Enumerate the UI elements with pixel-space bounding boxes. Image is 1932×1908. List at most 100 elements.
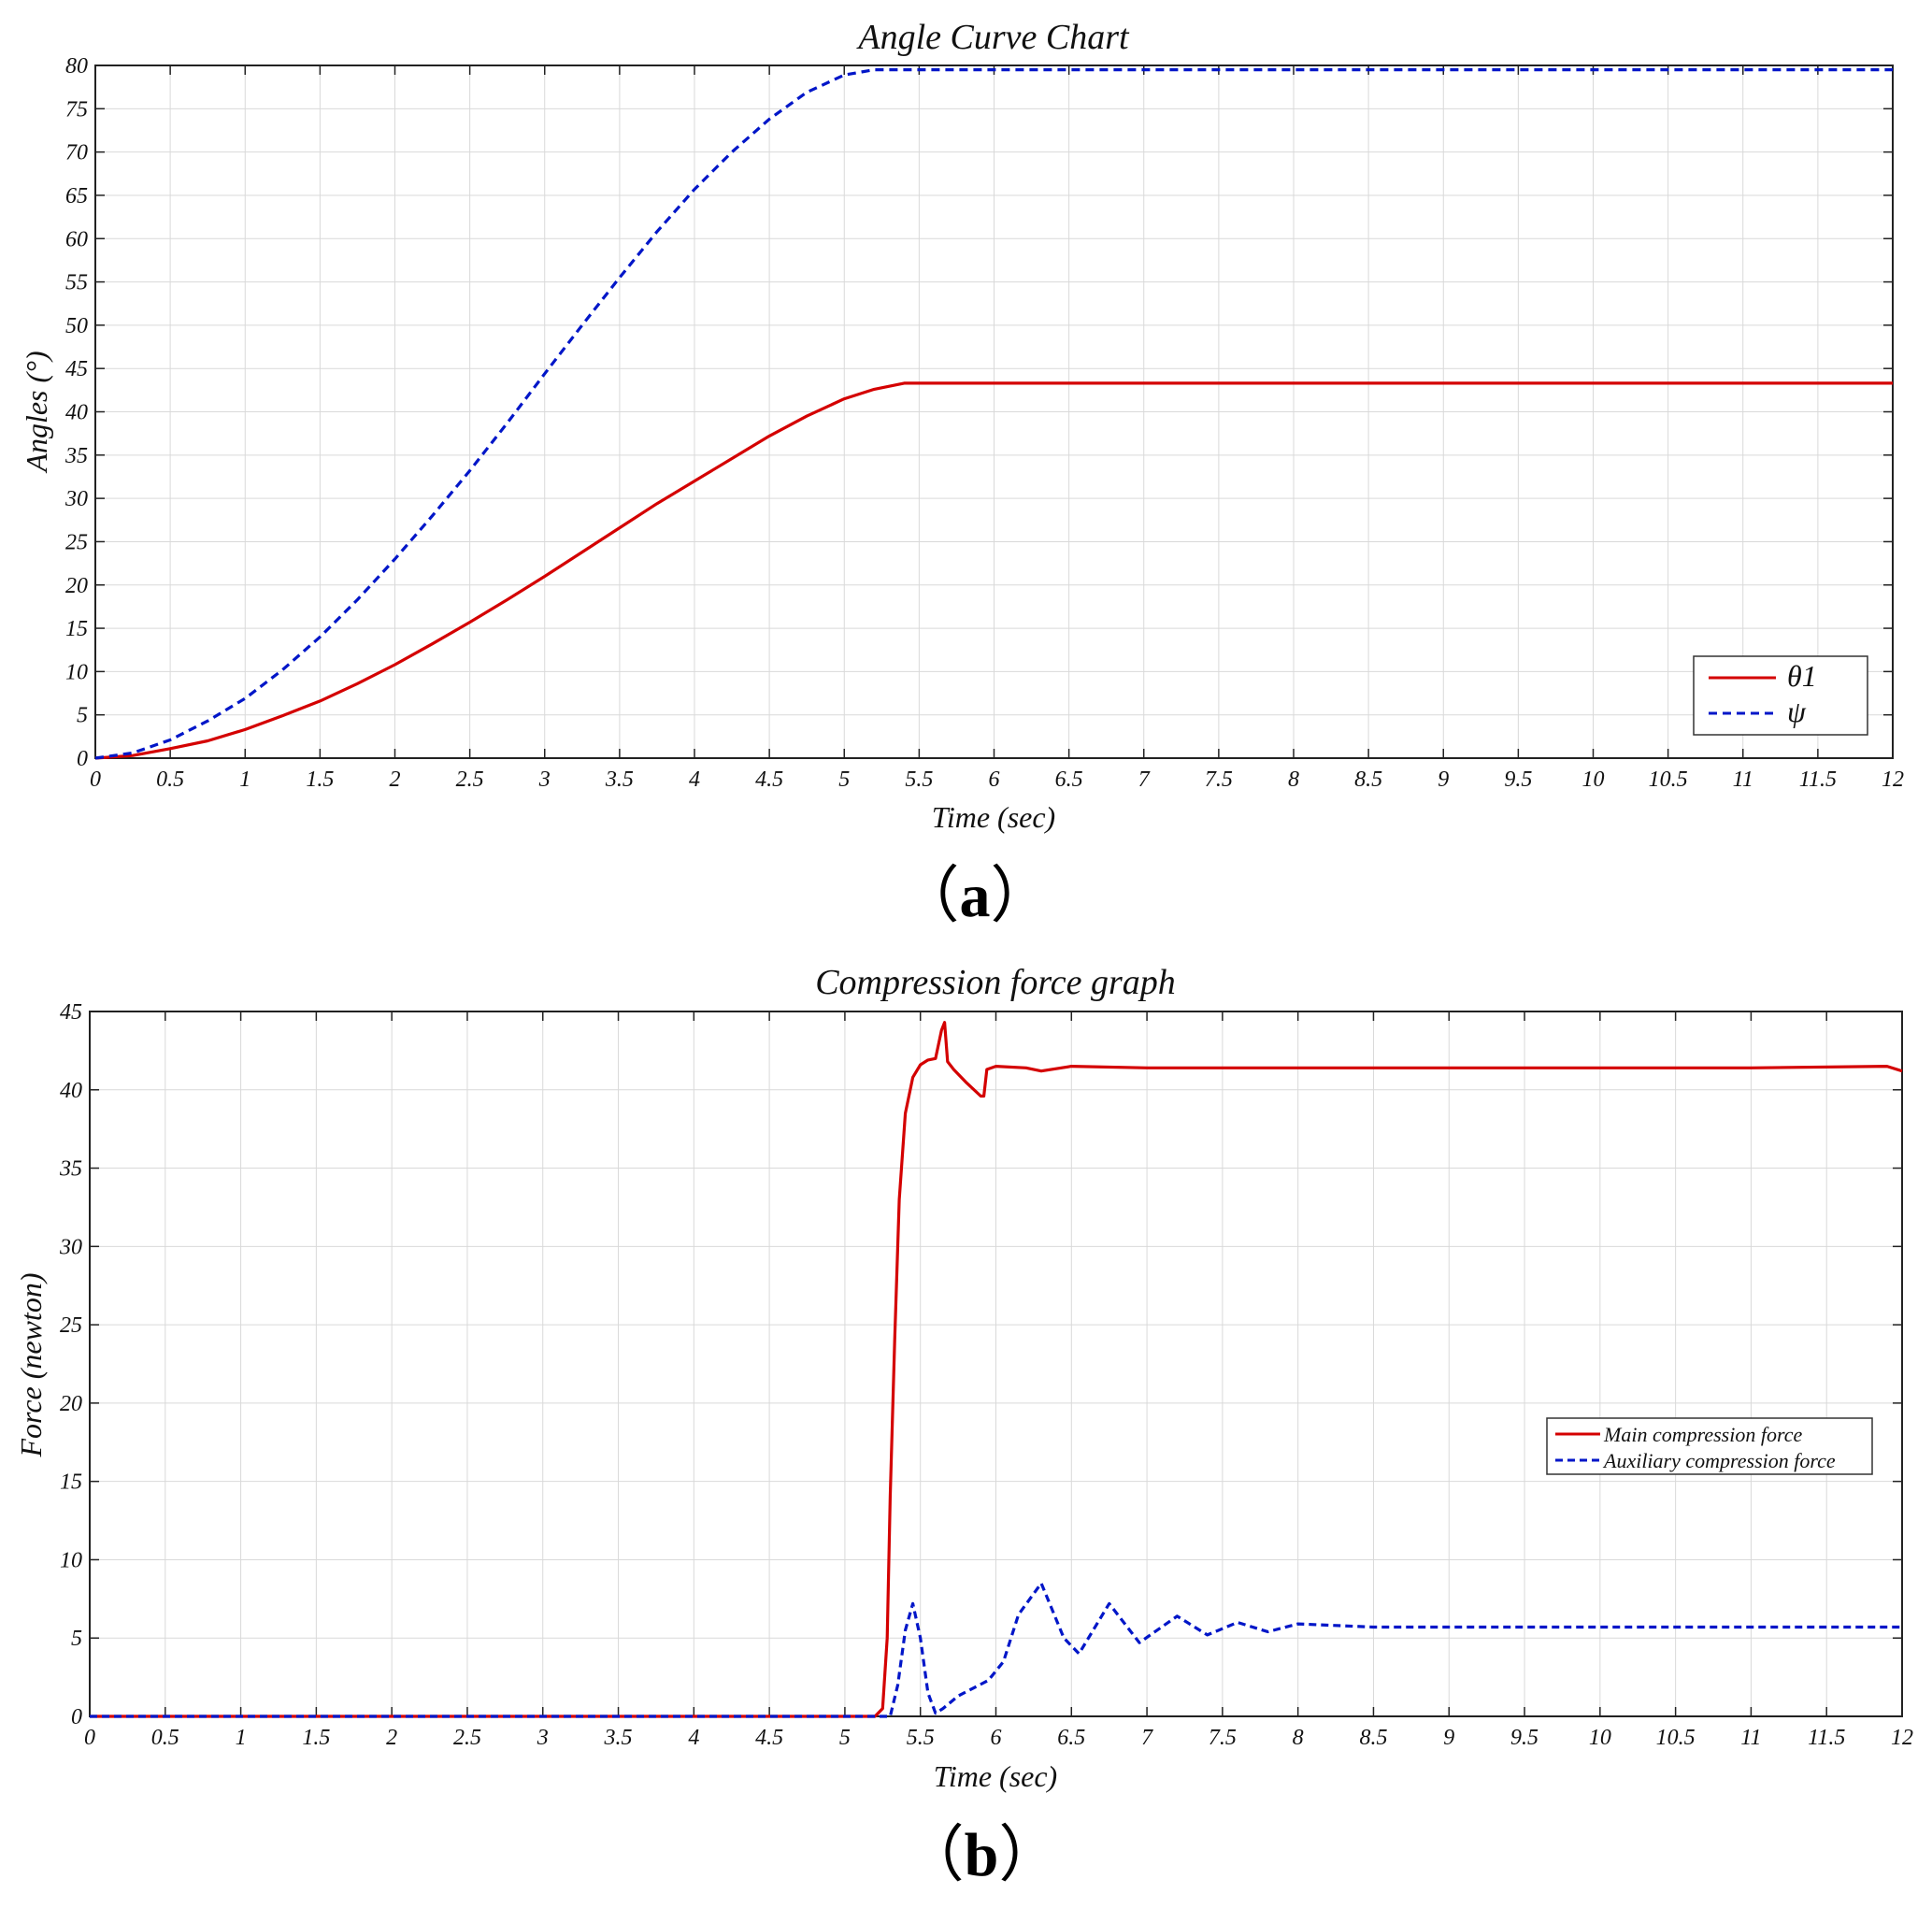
b-xtick-label: 7 xyxy=(1141,1726,1153,1750)
b-ytick-label: 0 xyxy=(71,1705,82,1729)
a-ytick-label: 0 xyxy=(77,747,88,771)
chart-a-panel-label: （a） xyxy=(898,862,1052,930)
chart-a-legend-label-psi: ψ xyxy=(1787,695,1807,728)
chart-b-panel-label-close: ） xyxy=(998,1821,1060,1889)
b-ytick-label: 20 xyxy=(60,1392,82,1416)
b-xtick-label: 1 xyxy=(236,1726,247,1750)
b-xtick-label: 0 xyxy=(84,1726,95,1750)
b-xtick-label: 8.5 xyxy=(1359,1726,1387,1750)
a-ytick-label: 65 xyxy=(65,184,88,208)
b-xtick-label: 8 xyxy=(1293,1726,1304,1750)
a-ytick-label: 10 xyxy=(65,660,88,684)
a-xtick-label: 1 xyxy=(239,768,250,792)
chart-b-panel-label-letter: b xyxy=(965,1821,999,1889)
b-ytick-label: 40 xyxy=(60,1079,82,1103)
b-xtick-label: 0.5 xyxy=(151,1726,179,1750)
chart-a-series xyxy=(94,67,1893,760)
chart-a-ticks: 0 0.5 1 1.5 2 2.5 3 3.5 4 4.5 5 5.5 6 6.5 7 7.5 8 8.5 9 9.5… xyxy=(64,54,1904,792)
b-xtick-label: 6 xyxy=(991,1726,1002,1750)
a-xtick-label: 10.5 xyxy=(1649,768,1688,792)
a-ytick-label: 15 xyxy=(65,617,88,641)
a-ytick-label: 50 xyxy=(65,314,88,338)
b-xtick-label: 10.5 xyxy=(1656,1726,1696,1750)
chart-b-ticks: 0 0.5 1 1.5 2 2.5 3 3.5 4 4.5 5 5.5 6 6.5 7 7.5 8 8.5 9 9.5… xyxy=(59,1000,1913,1750)
chart-b-grid xyxy=(90,1011,1902,1716)
b-xtick-label: 12 xyxy=(1891,1726,1913,1750)
b-series-line-0 xyxy=(90,1021,1903,1718)
a-xtick-label: 7.5 xyxy=(1205,768,1233,792)
b-ytick-label: 5 xyxy=(71,1627,82,1651)
a-series-line-1 xyxy=(94,67,1893,760)
b-ytick-label: 30 xyxy=(59,1235,82,1259)
b-xtick-label: 4.5 xyxy=(755,1726,783,1750)
a-ytick-label: 40 xyxy=(65,401,88,425)
a-xtick-label: 7 xyxy=(1138,768,1151,792)
a-xtick-label: 11 xyxy=(1733,768,1753,792)
b-xtick-label: 1.5 xyxy=(302,1726,330,1750)
chart-a-grid xyxy=(95,65,1893,758)
chart-b: 0 0.5 1 1.5 2 2.5 3 3.5 4 4.5 5 5.5 6 6.5 7 7.5 8 8.5 9 9.5… xyxy=(14,963,1913,1889)
chart-a-xlabel: Time (sec) xyxy=(932,800,1055,834)
a-xtick-label: 12 xyxy=(1882,768,1904,792)
chart-b-legend: Main compression force Auxiliary compres… xyxy=(1546,1417,1873,1475)
chart-a-legend-label-theta1: θ1 xyxy=(1787,659,1817,693)
chart-a-ylabel: Angles (°) xyxy=(20,351,53,473)
chart-a-panel-label-letter: a xyxy=(960,862,991,930)
chart-b-panel-label: （b） xyxy=(903,1821,1061,1889)
a-xtick-label: 6 xyxy=(989,768,1000,792)
b-xtick-label: 3 xyxy=(537,1726,549,1750)
chart-b-series xyxy=(90,1021,1903,1718)
a-ytick-label: 30 xyxy=(64,487,88,511)
a-xtick-label: 9.5 xyxy=(1504,768,1532,792)
a-xtick-label: 10 xyxy=(1582,768,1605,792)
chart-a-panel-label-close: ） xyxy=(991,862,1052,930)
chart-b-legend-label-auxiliary: Auxiliary compression force xyxy=(1602,1449,1836,1472)
a-ytick-label: 5 xyxy=(77,704,88,728)
chart-a: 0 0.5 1 1.5 2 2.5 3 3.5 4 4.5 5 5.5 6 6.5 7 7.5 8 8.5 9 9.5… xyxy=(20,18,1904,930)
chart-a-legend: θ1 ψ xyxy=(1693,655,1868,736)
a-xtick-label: 2 xyxy=(390,768,401,792)
b-series-line-1 xyxy=(90,1581,1902,1718)
chart-b-legend-label-main: Main compression force xyxy=(1603,1423,1802,1446)
b-xtick-label: 6.5 xyxy=(1057,1726,1085,1750)
b-xtick-label: 9 xyxy=(1443,1726,1454,1750)
b-xtick-label: 4 xyxy=(688,1726,699,1750)
b-xtick-label: 2 xyxy=(386,1726,397,1750)
a-xtick-label: 3.5 xyxy=(605,768,634,792)
b-xtick-label: 10 xyxy=(1589,1726,1611,1750)
a-xtick-label: 4.5 xyxy=(755,768,783,792)
a-ytick-label: 55 xyxy=(65,271,88,295)
chart-b-legend-box xyxy=(1546,1417,1873,1475)
a-xtick-label: 2.5 xyxy=(456,768,484,792)
a-xtick-label: 5 xyxy=(838,768,850,792)
a-xtick-label: 8.5 xyxy=(1354,768,1382,792)
a-ytick-label: 60 xyxy=(65,227,88,251)
b-ytick-label: 45 xyxy=(60,1000,82,1025)
b-xtick-label: 7.5 xyxy=(1209,1726,1237,1750)
chart-b-xlabel: Time (sec) xyxy=(934,1759,1057,1793)
chart-b-panel-label-open: （ xyxy=(903,1821,965,1889)
a-series-line-0 xyxy=(94,381,1893,760)
a-xtick-label: 0.5 xyxy=(156,768,184,792)
a-ytick-label: 45 xyxy=(65,357,88,381)
a-ytick-label: 80 xyxy=(65,54,88,79)
a-xtick-label: 6.5 xyxy=(1055,768,1083,792)
chart-b-title: Compression force graph xyxy=(815,963,1176,1002)
b-xtick-label: 2.5 xyxy=(453,1726,481,1750)
a-ytick-label: 70 xyxy=(65,141,88,165)
b-xtick-label: 3.5 xyxy=(604,1726,633,1750)
b-xtick-label: 11.5 xyxy=(1808,1726,1845,1750)
chart-b-ylabel: Force (newton) xyxy=(14,1273,48,1458)
a-xtick-label: 9 xyxy=(1438,768,1449,792)
b-ytick-label: 10 xyxy=(60,1548,82,1572)
a-ytick-label: 35 xyxy=(64,444,88,468)
a-xtick-label: 3 xyxy=(538,768,551,792)
a-ytick-label: 25 xyxy=(65,530,88,554)
b-xtick-label: 5 xyxy=(839,1726,851,1750)
a-xtick-label: 5.5 xyxy=(905,768,933,792)
a-xtick-label: 8 xyxy=(1288,768,1299,792)
a-ytick-label: 75 xyxy=(65,97,88,122)
a-xtick-label: 4 xyxy=(689,768,700,792)
b-ytick-label: 35 xyxy=(59,1157,82,1182)
